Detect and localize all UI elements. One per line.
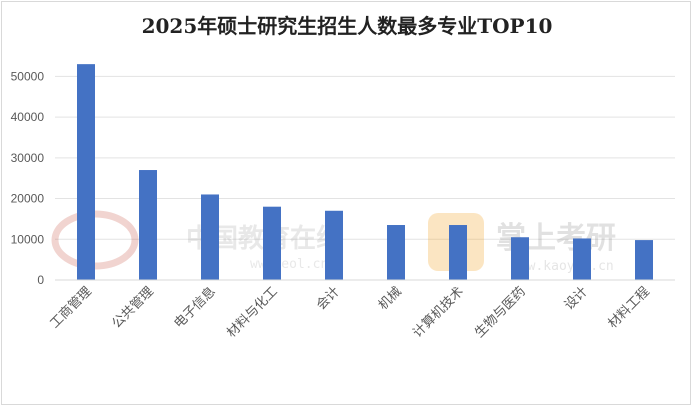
x-tick-label: 公共管理 (109, 284, 156, 331)
x-tick-label: 材料工程 (605, 284, 652, 331)
chart-title: 2025年硕士研究生招生人数最多专业TOP10 (141, 14, 553, 38)
bar (573, 238, 591, 280)
x-tick-label: 生物与医药 (472, 284, 529, 341)
x-tick-label: 设计 (562, 284, 591, 313)
x-tick-label: 电子信息 (171, 284, 219, 332)
y-tick-label: 20000 (11, 192, 45, 206)
y-tick-label: 0 (37, 273, 44, 287)
x-tick-label: 会计 (314, 284, 343, 313)
bar (201, 194, 219, 280)
bar (77, 64, 95, 281)
bar (511, 237, 529, 280)
y-tick-labels: 0 10000 20000 30000 40000 50000 (11, 69, 45, 287)
x-tick-label: 材料与化工 (224, 284, 281, 341)
eol-watermark: 中国教育在线 www.eol.cn (51, 210, 342, 272)
x-tick-label: 工商管理 (47, 284, 94, 331)
bar (387, 225, 405, 280)
x-tick-label: 计算机技术 (410, 284, 467, 341)
eol-watermark-url: www.eol.cn (250, 257, 328, 272)
y-tick-label: 10000 (11, 232, 45, 246)
bar (139, 170, 157, 280)
bars (77, 64, 653, 281)
bar (449, 225, 467, 280)
y-tick-label: 40000 (11, 110, 45, 124)
y-tick-label: 30000 (11, 151, 45, 165)
bar (325, 210, 343, 280)
bar (263, 206, 281, 280)
bar (635, 240, 653, 280)
x-tick-labels: 工商管理 公共管理 电子信息 材料与化工 会计 机械 计算机技术 生物与医药 设计 材料工程 (47, 284, 652, 341)
gridlines (55, 75, 675, 240)
y-tick-label: 50000 (11, 69, 45, 83)
x-tick-label: 机械 (376, 284, 405, 313)
